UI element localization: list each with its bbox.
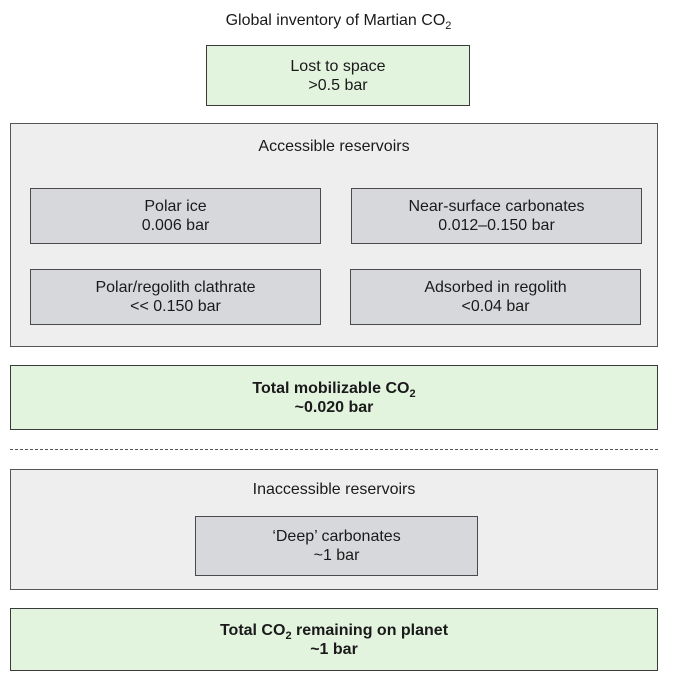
inaccessible-reservoirs-panel: Inaccessible reservoirs ‘Deep’ carbonate… bbox=[10, 469, 658, 590]
total-remaining-value: ~1 bar bbox=[310, 640, 358, 658]
reservoir-name: ‘Deep’ carbonates bbox=[272, 528, 401, 545]
total-remaining-label: Total CO2 remaining on planet bbox=[219, 621, 449, 642]
diagram-title: Global inventory of Martian CO2 bbox=[225, 12, 452, 32]
clathrate-box: Polar/regolith clathrate << 0.150 bar bbox=[30, 269, 321, 325]
reservoir-name: Adsorbed in regolith bbox=[424, 279, 567, 296]
lost-to-space-label: Lost to space bbox=[290, 57, 386, 75]
reservoir-value: <0.04 bar bbox=[461, 298, 530, 315]
dashed-divider bbox=[10, 449, 658, 450]
lost-to-space-value: >0.5 bar bbox=[308, 76, 368, 94]
total-mobilizable-box: Total mobilizable CO2 ~0.020 bar bbox=[10, 365, 658, 430]
deep-carbonates-box: ‘Deep’ carbonates ~1 bar bbox=[195, 516, 478, 576]
total-remaining-box: Total CO2 remaining on planet ~1 bar bbox=[10, 608, 658, 671]
total-mobilizable-label: Total mobilizable CO2 bbox=[252, 379, 416, 400]
reservoir-value: << 0.150 bar bbox=[130, 298, 221, 315]
reservoir-name: Near-surface carbonates bbox=[408, 198, 585, 215]
adsorbed-regolith-box: Adsorbed in regolith <0.04 bar bbox=[350, 269, 641, 325]
accessible-reservoirs-heading: Accessible reservoirs bbox=[258, 138, 410, 155]
polar-ice-box: Polar ice 0.006 bar bbox=[30, 188, 321, 244]
total-mobilizable-value: ~0.020 bar bbox=[294, 398, 374, 416]
reservoir-name: Polar/regolith clathrate bbox=[95, 279, 256, 296]
reservoir-value: 0.006 bar bbox=[141, 217, 210, 234]
near-surface-carbonates-box: Near-surface carbonates 0.012–0.150 bar bbox=[351, 188, 642, 244]
accessible-reservoirs-panel: Accessible reservoirs Polar ice 0.006 ba… bbox=[10, 123, 658, 347]
reservoir-name: Polar ice bbox=[144, 198, 207, 215]
reservoir-value: 0.012–0.150 bar bbox=[438, 217, 555, 234]
inaccessible-reservoirs-heading: Inaccessible reservoirs bbox=[252, 481, 416, 498]
reservoir-value: ~1 bar bbox=[313, 547, 360, 564]
lost-to-space-box: Lost to space >0.5 bar bbox=[206, 45, 470, 106]
